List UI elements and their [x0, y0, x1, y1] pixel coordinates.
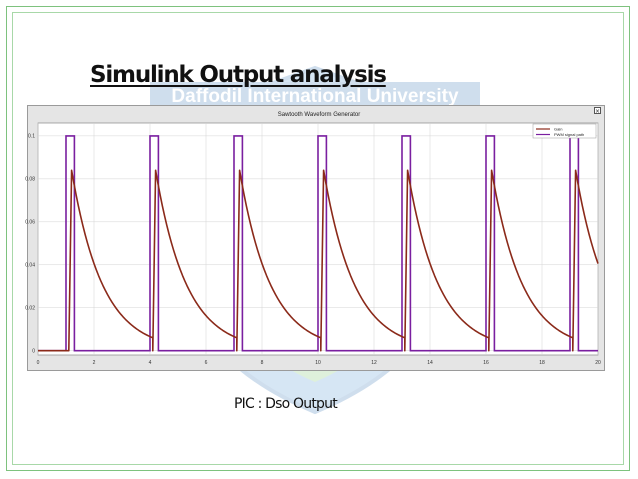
- x-tick-labels: 0 2 4 6 8 10 12 14 16 18 20: [37, 360, 601, 366]
- x-tick-label: 2: [93, 360, 96, 366]
- chart-title: Sawtooth Waveform Generator: [277, 112, 361, 118]
- y-tick-labels: 0 0.02 0.04 0.06 0.08 0.1: [25, 134, 35, 355]
- slide-inner-frame: [12, 12, 624, 465]
- y-tick-label: 0.02: [25, 306, 35, 312]
- x-tick-label: 12: [371, 360, 377, 366]
- y-tick-label: 0.06: [25, 220, 35, 226]
- legend-label-pwm: PWM signal path: [554, 132, 584, 137]
- figure-caption: PIC : Dso Output: [234, 396, 338, 412]
- x-tick-label: 14: [427, 360, 433, 366]
- x-tick-label: 0: [37, 360, 40, 366]
- series-line-gain: [38, 169, 599, 352]
- legend-label-gain: Gain: [554, 127, 562, 132]
- y-tick-label: 0: [32, 349, 35, 355]
- watermark-text: Daffodil International University: [171, 86, 459, 107]
- x-tick-label: 4: [149, 360, 152, 366]
- slide-outer-frame: [6, 6, 630, 471]
- x-tick-label: 20: [595, 360, 601, 366]
- y-tick-label: 0.08: [25, 177, 35, 183]
- x-tick-label: 18: [539, 360, 545, 366]
- y-tick-label: 0.04: [25, 263, 35, 269]
- series-lines: [38, 135, 599, 352]
- x-tick-label: 6: [205, 360, 208, 366]
- legend: Gain PWM signal path: [532, 123, 597, 139]
- series-line-pwm: [38, 135, 598, 352]
- slide-title: Simulink Output analysis: [90, 62, 387, 88]
- close-icon[interactable]: ×: [594, 107, 601, 115]
- y-tick-label: 0.1: [28, 134, 35, 140]
- x-tick-label: 10: [315, 360, 321, 366]
- x-tick-label: 16: [483, 360, 489, 366]
- x-tick-label: 8: [261, 360, 264, 366]
